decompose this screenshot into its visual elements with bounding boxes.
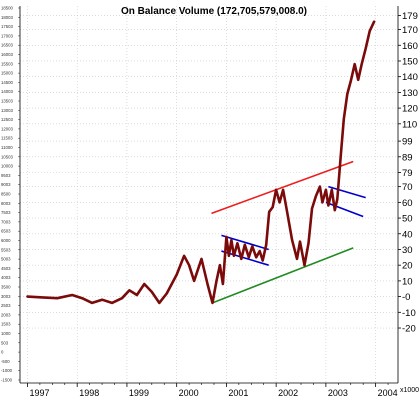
left-tick-label: 4503 [1, 266, 11, 271]
x-tick-label: 2001 [228, 388, 248, 398]
left-tick-label: 17503 [1, 24, 14, 29]
left-tick-label: 9003 [1, 182, 11, 187]
right-tick-label: 79 [402, 168, 413, 179]
right-tick-label: 179 [402, 11, 418, 22]
right-axis: 179 170 160 150 140 130 120 110 99 89 79 70 60 50 40 30… [397, 6, 418, 383]
left-tick-label: 5003 [1, 257, 11, 262]
left-tick-label: 11000 [1, 145, 13, 150]
left-tick-label: 12503 [1, 117, 14, 122]
x-axis: 1997 1998 1999 2000 2001 2002 2003 2004 [20, 382, 398, 398]
left-tick-label: 7503 [1, 210, 11, 215]
left-tick-label: 14003 [1, 89, 14, 94]
left-tick-label: 10503 [1, 154, 14, 159]
left-tick-label: 15003 [1, 71, 14, 76]
right-tick-label: 120 [402, 104, 418, 115]
right-tick-label: 110 [402, 119, 417, 130]
right-tick-label: -0 [402, 292, 410, 303]
x-tick-label: 2000 [179, 388, 199, 398]
right-tick-label: -10 [402, 308, 416, 319]
left-tick-label: 16003 [1, 52, 14, 57]
x-tick-label: 1998 [79, 388, 99, 398]
left-tick-label: 3003 [1, 294, 11, 299]
left-tick-label: 14500 [1, 80, 14, 85]
series-layer [26, 20, 376, 305]
trendline [325, 201, 364, 218]
right-tick-label: -20 [402, 324, 416, 335]
right-tick-label: 150 [402, 56, 418, 67]
left-tick-label: 18003 [1, 15, 14, 20]
left-tick-label: 7003 [1, 219, 11, 224]
right-tick-label: 20 [402, 261, 413, 272]
left-tick-label: 15503 [1, 61, 14, 66]
left-tick-label: 17003 [1, 33, 14, 38]
right-tick-label: 160 [402, 41, 418, 52]
left-tick-label: 13003 [1, 108, 14, 113]
x-tick-label: 2004 [378, 388, 398, 398]
trendline [211, 160, 354, 215]
left-tick-label: 6503 [1, 229, 11, 234]
right-tick-label: 89 [402, 152, 413, 163]
trendline [221, 234, 269, 251]
left-tick-label: 2003 [1, 312, 11, 317]
right-tick-label: 140 [402, 72, 418, 83]
left-tick-label: 16503 [1, 43, 14, 48]
left-tick-label: 8003 [1, 201, 11, 206]
left-tick-label: 18500 [1, 6, 14, 11]
right-tick-label: 130 [402, 88, 418, 99]
left-tick-label: 5503 [1, 247, 11, 252]
left-tick-label: 9503 [1, 173, 11, 178]
left-tick-label: 0 [1, 350, 4, 355]
x-tick-label: 2002 [278, 388, 298, 398]
right-tick-label: 99 [402, 137, 413, 148]
left-tick-label: 503 [1, 340, 9, 345]
right-axis-unit: x1000 [400, 387, 419, 394]
left-axis: 18500 18003 17503 17003 16503 16003 15503 15003… [1, 6, 21, 383]
left-tick-label: 13503 [1, 99, 14, 104]
right-tick-label: 30 [402, 245, 413, 256]
left-tick-label: 1503 [1, 322, 11, 327]
left-tick-label: 12003 [1, 126, 14, 131]
left-tick-label: -1000 [1, 368, 13, 373]
trendline [212, 247, 354, 304]
right-tick-label: 10 [402, 276, 413, 287]
right-tick-label: 60 [402, 198, 413, 209]
right-tick-label: 40 [402, 229, 413, 240]
x-tick-label: 1997 [29, 388, 49, 398]
right-tick-label: 50 [402, 214, 413, 225]
left-tick-label: -1500 [1, 378, 13, 383]
chart-title: On Balance Volume (172,705,579,008.0) [121, 6, 307, 17]
left-tick-label: 2503 [1, 303, 11, 308]
left-tick-label: 4003 [1, 275, 11, 280]
left-tick-label: 3500 [1, 285, 11, 290]
left-tick-label: 1000 [1, 331, 11, 336]
right-tick-label: 70 [402, 182, 413, 193]
left-tick-label: -500 [1, 359, 10, 364]
gridlines [20, 6, 398, 383]
left-tick-label: 11503 [1, 136, 13, 141]
left-tick-label: 8500 [1, 192, 11, 197]
trendline [328, 185, 366, 199]
x-tick-label: 2003 [328, 388, 348, 398]
x-tick-label: 1999 [129, 388, 149, 398]
left-tick-label: 10003 [1, 164, 14, 169]
left-tick-label: 6000 [1, 238, 11, 243]
obv-line [26, 20, 376, 305]
right-tick-label: 170 [402, 25, 418, 36]
